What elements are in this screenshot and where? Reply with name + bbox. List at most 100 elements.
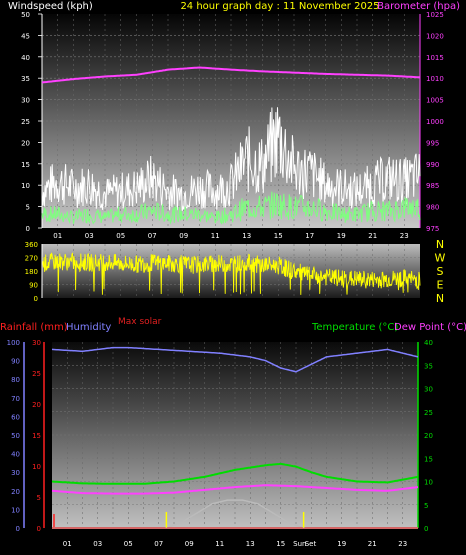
temperature-tick: 40 bbox=[424, 339, 433, 347]
baro-ytick: 1005 bbox=[426, 97, 444, 105]
wind-title: 24 hour graph day : 11 November 2025 bbox=[180, 1, 379, 12]
rain-tick: 5 bbox=[37, 494, 41, 502]
wind-ytick: 10 bbox=[21, 182, 30, 190]
series-dewpoint-line bbox=[51, 484, 419, 495]
rain-tick: 30 bbox=[32, 339, 41, 347]
climate-xtick: 03 bbox=[93, 540, 102, 548]
climate-xtick: Set bbox=[305, 540, 317, 548]
wind-ytick: 0 bbox=[26, 225, 30, 233]
wind-ytick: 15 bbox=[21, 161, 30, 169]
baro-ytick: 975 bbox=[426, 225, 439, 233]
series-direction-line bbox=[41, 252, 421, 295]
rain-tick: 10 bbox=[32, 463, 41, 471]
compass-label: N bbox=[436, 292, 444, 305]
temperature-tick: 10 bbox=[424, 479, 433, 487]
rain-tick: 25 bbox=[32, 370, 41, 378]
climate-xtick: Sun bbox=[293, 540, 306, 548]
humidity-tick: 30 bbox=[11, 469, 20, 477]
compass-label: W bbox=[435, 252, 446, 265]
humidity-tick: 40 bbox=[11, 451, 20, 459]
compass-label: E bbox=[437, 279, 444, 292]
dewpoint-label: Dew Point (°C) bbox=[394, 322, 466, 333]
direction-ytick: 90 bbox=[29, 282, 38, 290]
humidity-tick: 20 bbox=[11, 488, 20, 496]
baro-ytick: 980 bbox=[426, 204, 439, 212]
humidity-tick: 80 bbox=[11, 376, 20, 384]
max-solar-label: Max solar bbox=[118, 317, 162, 327]
climate-xtick: 13 bbox=[246, 540, 255, 548]
climate-xtick: 21 bbox=[368, 540, 377, 548]
direction-ytick: 270 bbox=[25, 255, 38, 263]
wind-xtick: 05 bbox=[116, 232, 125, 240]
compass-label: N bbox=[436, 238, 444, 251]
humidity-tick: 90 bbox=[11, 358, 20, 366]
wind-xtick: 01 bbox=[53, 232, 62, 240]
wind-xtick: 07 bbox=[148, 232, 157, 240]
baro-ytick: 985 bbox=[426, 182, 439, 190]
temperature-tick: 35 bbox=[424, 362, 433, 370]
direction-ytick: 0 bbox=[34, 295, 38, 303]
climate-xtick: 11 bbox=[215, 540, 224, 548]
temperature-label: Temperature (°C) bbox=[311, 322, 398, 333]
rain-tick: 15 bbox=[32, 432, 41, 440]
series-barometer-line bbox=[41, 66, 420, 84]
direction-ytick: 360 bbox=[25, 241, 38, 249]
humidity-tick: 50 bbox=[11, 432, 20, 440]
temperature-tick: 15 bbox=[424, 455, 433, 463]
temperature-tick: 25 bbox=[424, 409, 433, 417]
baro-ytick: 1025 bbox=[426, 11, 444, 19]
baro-ytick: 1020 bbox=[426, 32, 444, 40]
series-average-line bbox=[41, 191, 421, 225]
rain-tick: 0 bbox=[37, 525, 41, 533]
series-humidity-line bbox=[51, 346, 419, 373]
wind-ytick: 50 bbox=[21, 11, 30, 19]
wind-xtick: 11 bbox=[211, 232, 220, 240]
compass-label: S bbox=[437, 265, 444, 278]
wind-xtick: 23 bbox=[400, 232, 409, 240]
direction-ytick: 180 bbox=[25, 268, 38, 276]
series-temperature-line bbox=[51, 462, 419, 485]
wind-ylabel: Windspeed (kph) bbox=[8, 1, 93, 12]
wind-xtick: 21 bbox=[368, 232, 377, 240]
wind-xtick: 03 bbox=[85, 232, 94, 240]
baro-ytick: 1015 bbox=[426, 54, 444, 62]
baro-ytick: 1010 bbox=[426, 75, 444, 83]
humidity-tick: 60 bbox=[11, 413, 20, 421]
wind-ytick: 20 bbox=[21, 139, 30, 147]
climate-xtick: 05 bbox=[124, 540, 133, 548]
rain-tick: 20 bbox=[32, 401, 41, 409]
wind-xtick: 17 bbox=[305, 232, 314, 240]
climate-xtick: 23 bbox=[398, 540, 407, 548]
humidity-tick: 100 bbox=[7, 339, 20, 347]
wind-xtick: 15 bbox=[274, 232, 283, 240]
humidity-tick: 10 bbox=[11, 506, 20, 514]
humidity-tick: 70 bbox=[11, 395, 20, 403]
climate-xtick: 09 bbox=[185, 540, 194, 548]
temperature-tick: 5 bbox=[424, 502, 428, 510]
wind-ytick: 5 bbox=[26, 204, 30, 212]
wind-ytick: 35 bbox=[21, 75, 30, 83]
temperature-tick: 0 bbox=[424, 525, 428, 533]
climate-xtick: 07 bbox=[154, 540, 163, 548]
baro-ytick: 990 bbox=[426, 161, 439, 169]
wind-ytick: 45 bbox=[21, 32, 30, 40]
wind-ytick: 40 bbox=[21, 54, 30, 62]
wind-ytick: 25 bbox=[21, 118, 30, 126]
wind-xtick: 19 bbox=[337, 232, 346, 240]
series-solar-line bbox=[166, 499, 304, 529]
baro-ytick: 1000 bbox=[426, 118, 444, 126]
wind-ytick: 30 bbox=[21, 97, 30, 105]
wind-xtick: 13 bbox=[242, 232, 251, 240]
wind-xtick: 09 bbox=[179, 232, 188, 240]
humidity-tick: 0 bbox=[16, 525, 20, 533]
temperature-tick: 20 bbox=[424, 432, 433, 440]
climate-xtick: 01 bbox=[63, 540, 72, 548]
series-gust-line bbox=[41, 107, 421, 212]
climate-xtick: 15 bbox=[276, 540, 285, 548]
temperature-tick: 30 bbox=[424, 386, 433, 394]
climate-xtick: 19 bbox=[337, 540, 346, 548]
rainfall-label: Rainfall (mm) bbox=[0, 322, 68, 333]
baro-ylabel: Barometer (hpa) bbox=[377, 1, 460, 12]
humidity-label: Humidity bbox=[66, 322, 111, 333]
